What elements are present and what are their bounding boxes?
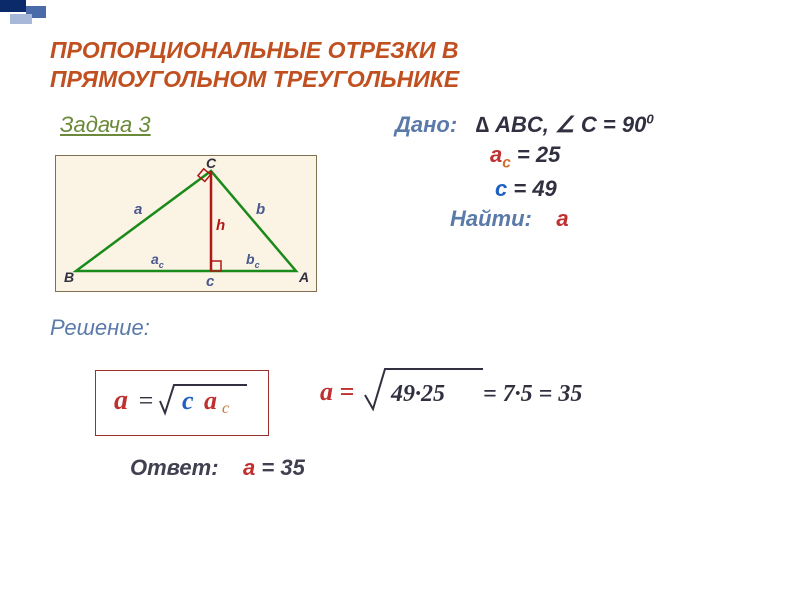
angle-degree: 0 (646, 112, 653, 127)
given-c-val: = 49 (507, 176, 557, 201)
answer-var: a (243, 455, 255, 480)
svg-text:c: c (206, 273, 215, 290)
slide-title: ПРОПОРЦИОНАЛЬНЫЕ ОТРЕЗКИ В ПРЯМОУГОЛЬНОМ… (50, 36, 459, 94)
triangle-diagram: C B A a b h ac bc c (55, 155, 317, 292)
formula-box: a = c a c (95, 370, 269, 436)
svg-text:a: a (114, 385, 128, 416)
given-label: Дано: (395, 112, 457, 137)
given-triangle: ∆ ABC, (476, 112, 549, 137)
svg-text:c: c (182, 386, 194, 415)
svg-text:= 7·5 = 35: = 7·5 = 35 (483, 381, 582, 407)
calculation: a = 49·25 = 7·5 = 35 (320, 365, 641, 422)
find-var: a (556, 206, 568, 231)
given-block: Дано: ∆ ABC, ∠ C = 900 ac = 25 c = 49 На… (395, 110, 654, 233)
svg-text:a: a (134, 201, 142, 218)
title-line-1: ПРОПОРЦИОНАЛЬНЫЕ ОТРЕЗКИ В (50, 36, 459, 65)
svg-text:C: C (206, 156, 217, 171)
svg-text:=: = (137, 386, 155, 415)
calc-lhs: a = (320, 377, 354, 406)
svg-text:49·25: 49·25 (390, 381, 445, 407)
task-number: Задача 3 (60, 112, 151, 138)
svg-text:c: c (222, 400, 229, 417)
answer-label: Ответ: (130, 455, 219, 480)
answer-val: = 35 (255, 455, 305, 480)
svg-text:h: h (216, 217, 225, 234)
corner-decoration (0, 0, 80, 40)
find-label: Найти: (450, 206, 532, 231)
svg-text:bc: bc (246, 251, 260, 270)
given-ac-sub: c (502, 154, 511, 171)
svg-text:b: b (256, 201, 265, 218)
answer-line: Ответ: a = 35 (130, 455, 305, 481)
svg-text:ac: ac (151, 251, 164, 270)
given-ac-val: = 25 (511, 142, 561, 167)
given-c-var: c (495, 176, 507, 201)
title-line-2: ПРЯМОУГОЛЬНОМ ТРЕУГОЛЬНИКЕ (50, 65, 459, 94)
solution-label: Решение: (50, 315, 150, 341)
given-ac-var: a (490, 142, 502, 167)
svg-text:a: a (204, 386, 217, 415)
given-angle: ∠ C = 90 (555, 112, 646, 137)
svg-text:B: B (64, 269, 74, 285)
svg-text:A: A (298, 269, 309, 285)
